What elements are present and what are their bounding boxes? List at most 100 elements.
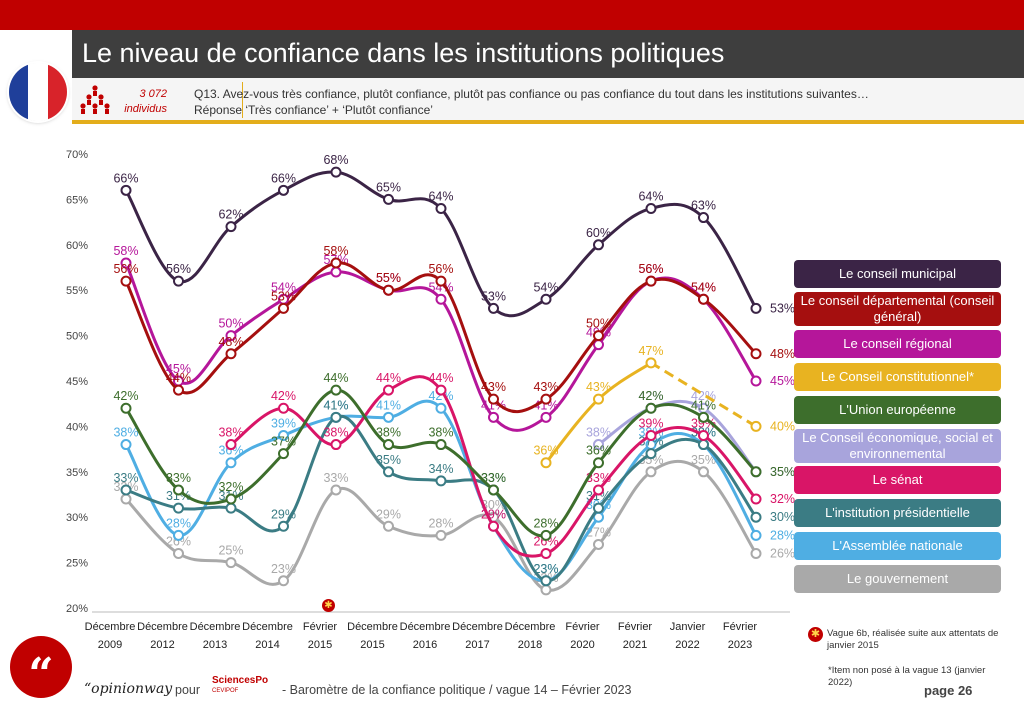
y-tick-label: 65% xyxy=(66,194,88,206)
data-label: 60% xyxy=(586,226,611,240)
x-tick-label: Janvier xyxy=(670,621,706,633)
data-label: 44% xyxy=(166,371,191,385)
data-point xyxy=(330,411,342,423)
data-label: 35% xyxy=(376,453,401,467)
data-label: 41% xyxy=(376,398,401,412)
data-point xyxy=(750,375,762,387)
data-label: 56% xyxy=(638,262,663,276)
data-point xyxy=(540,293,552,305)
data-point xyxy=(645,448,657,460)
data-label: 33% xyxy=(481,471,506,485)
data-point xyxy=(120,184,132,196)
data-point xyxy=(278,184,289,196)
data-label: 44% xyxy=(323,371,348,385)
data-label: 26% xyxy=(770,547,795,561)
data-point xyxy=(435,439,447,451)
data-label: 42% xyxy=(638,389,663,403)
data-label: 28% xyxy=(533,516,558,530)
data-point xyxy=(750,493,762,505)
data-point xyxy=(593,502,604,514)
title-bar xyxy=(72,30,1024,78)
data-point xyxy=(173,484,184,496)
data-label: 42% xyxy=(271,389,296,403)
data-label: 64% xyxy=(428,189,453,203)
data-label: 25% xyxy=(218,544,243,558)
data-point xyxy=(698,293,709,305)
data-label: 62% xyxy=(218,208,243,222)
data-point xyxy=(698,439,709,451)
data-label: 53% xyxy=(770,301,795,315)
data-label: 23% xyxy=(533,562,558,576)
data-label: 29% xyxy=(271,507,296,521)
data-point xyxy=(383,284,394,296)
x-tick-label-year: 2021 xyxy=(623,639,647,651)
data-label: 53% xyxy=(481,289,506,303)
data-point xyxy=(383,520,394,532)
data-label: 28% xyxy=(770,528,795,542)
x-tick-label: Février xyxy=(303,621,338,633)
x-tick-label: Décembre xyxy=(505,621,556,633)
x-tick-label: Décembre xyxy=(190,621,241,633)
data-point xyxy=(383,193,394,205)
data-point xyxy=(435,402,447,414)
data-label: 38% xyxy=(218,426,243,440)
x-tick-label-year: 2017 xyxy=(465,639,489,651)
data-label: 36% xyxy=(586,444,611,458)
data-point xyxy=(698,411,709,423)
sciencespo-name: SciencesPo xyxy=(212,675,269,686)
footer-pour: pour xyxy=(175,683,201,697)
data-label: 41% xyxy=(323,398,348,412)
data-label: 64% xyxy=(638,189,663,203)
data-point xyxy=(645,275,657,287)
question-separator xyxy=(242,82,243,118)
data-label: 55% xyxy=(376,271,401,285)
data-point xyxy=(750,466,762,478)
data-point xyxy=(120,484,132,496)
y-tick-label: 20% xyxy=(66,603,88,615)
y-tick-label: 25% xyxy=(66,558,88,570)
data-point xyxy=(698,212,709,224)
data-point xyxy=(540,411,552,423)
y-tick-label: 55% xyxy=(66,285,88,297)
data-label: 55% xyxy=(376,271,401,285)
data-label: 37% xyxy=(271,435,296,449)
data-point xyxy=(645,402,657,414)
legend-item: Le conseil municipal xyxy=(794,260,1001,288)
french-flag-icon xyxy=(9,63,67,121)
data-label: 38% xyxy=(376,426,401,440)
data-point xyxy=(278,520,289,532)
x-tick-label: Décembre xyxy=(347,621,398,633)
data-point xyxy=(173,548,184,560)
data-label: 33% xyxy=(481,471,506,485)
y-tick-label: 40% xyxy=(66,421,88,433)
data-label: 23% xyxy=(271,562,296,576)
data-point xyxy=(225,457,237,469)
x-tick-label: Décembre xyxy=(452,621,503,633)
y-tick-label: 30% xyxy=(66,512,88,524)
data-point xyxy=(225,330,237,342)
legend-item: L'institution présidentielle xyxy=(794,499,1001,527)
data-point xyxy=(488,393,499,405)
legend-item: Le sénat xyxy=(794,466,1001,494)
legend-item: Le conseil départemental (conseil généra… xyxy=(794,292,1001,326)
data-point xyxy=(593,239,604,251)
data-label: 30% xyxy=(770,510,795,524)
x-tick-label: Février xyxy=(565,621,600,633)
data-point xyxy=(120,402,132,414)
sciencespo-sub: CEVIPOF xyxy=(212,688,239,694)
x-tick-label-year: 2012 xyxy=(150,639,174,651)
data-point xyxy=(225,221,237,233)
legend-item: Le conseil régional xyxy=(794,330,1001,358)
data-label: 39% xyxy=(271,416,296,430)
data-point xyxy=(435,475,447,487)
data-point xyxy=(593,330,604,342)
data-point xyxy=(750,548,762,560)
data-point xyxy=(383,411,394,423)
sciencespo-logo: SciencesPo CEVIPOF xyxy=(212,676,268,696)
data-label: 26% xyxy=(533,535,558,549)
data-point xyxy=(593,439,604,451)
x-tick-label-year: 2016 xyxy=(413,639,437,651)
data-label: 68% xyxy=(323,153,348,167)
data-point xyxy=(645,466,657,478)
footnote-wave: Vague 6b, réalisée suite aux attentats d… xyxy=(827,628,999,651)
